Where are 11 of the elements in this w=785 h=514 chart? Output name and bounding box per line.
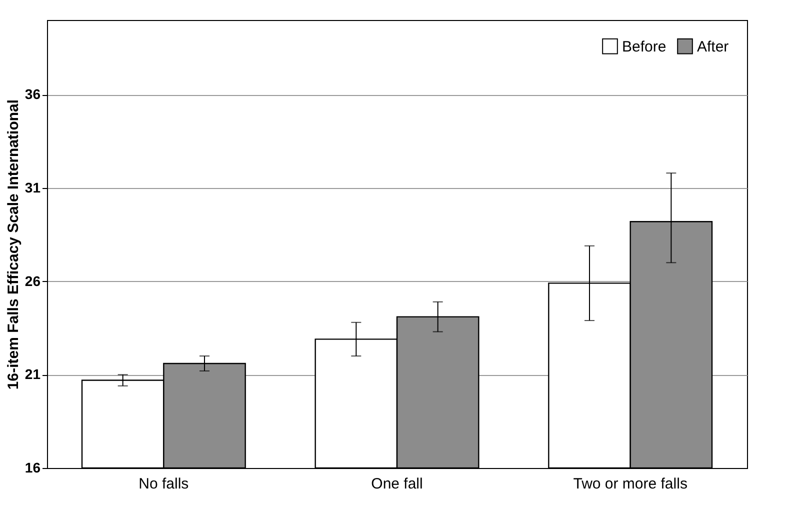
x-tick-label: Two or more falls [573, 476, 688, 492]
legend-label: After [697, 38, 729, 56]
x-tick-label: One fall [371, 476, 423, 492]
y-axis-title: 16-item Falls Efficacy Scale International [4, 99, 22, 390]
legend-label: Before [622, 38, 666, 56]
y-tick-label: 26 [24, 272, 41, 289]
y-tick-label: 31 [24, 180, 41, 196]
y-tick-label: 16 [24, 460, 41, 476]
y-tick-label: 36 [24, 86, 41, 102]
x-tick-label: No falls [138, 476, 189, 492]
y-tick-label: 21 [24, 366, 41, 382]
